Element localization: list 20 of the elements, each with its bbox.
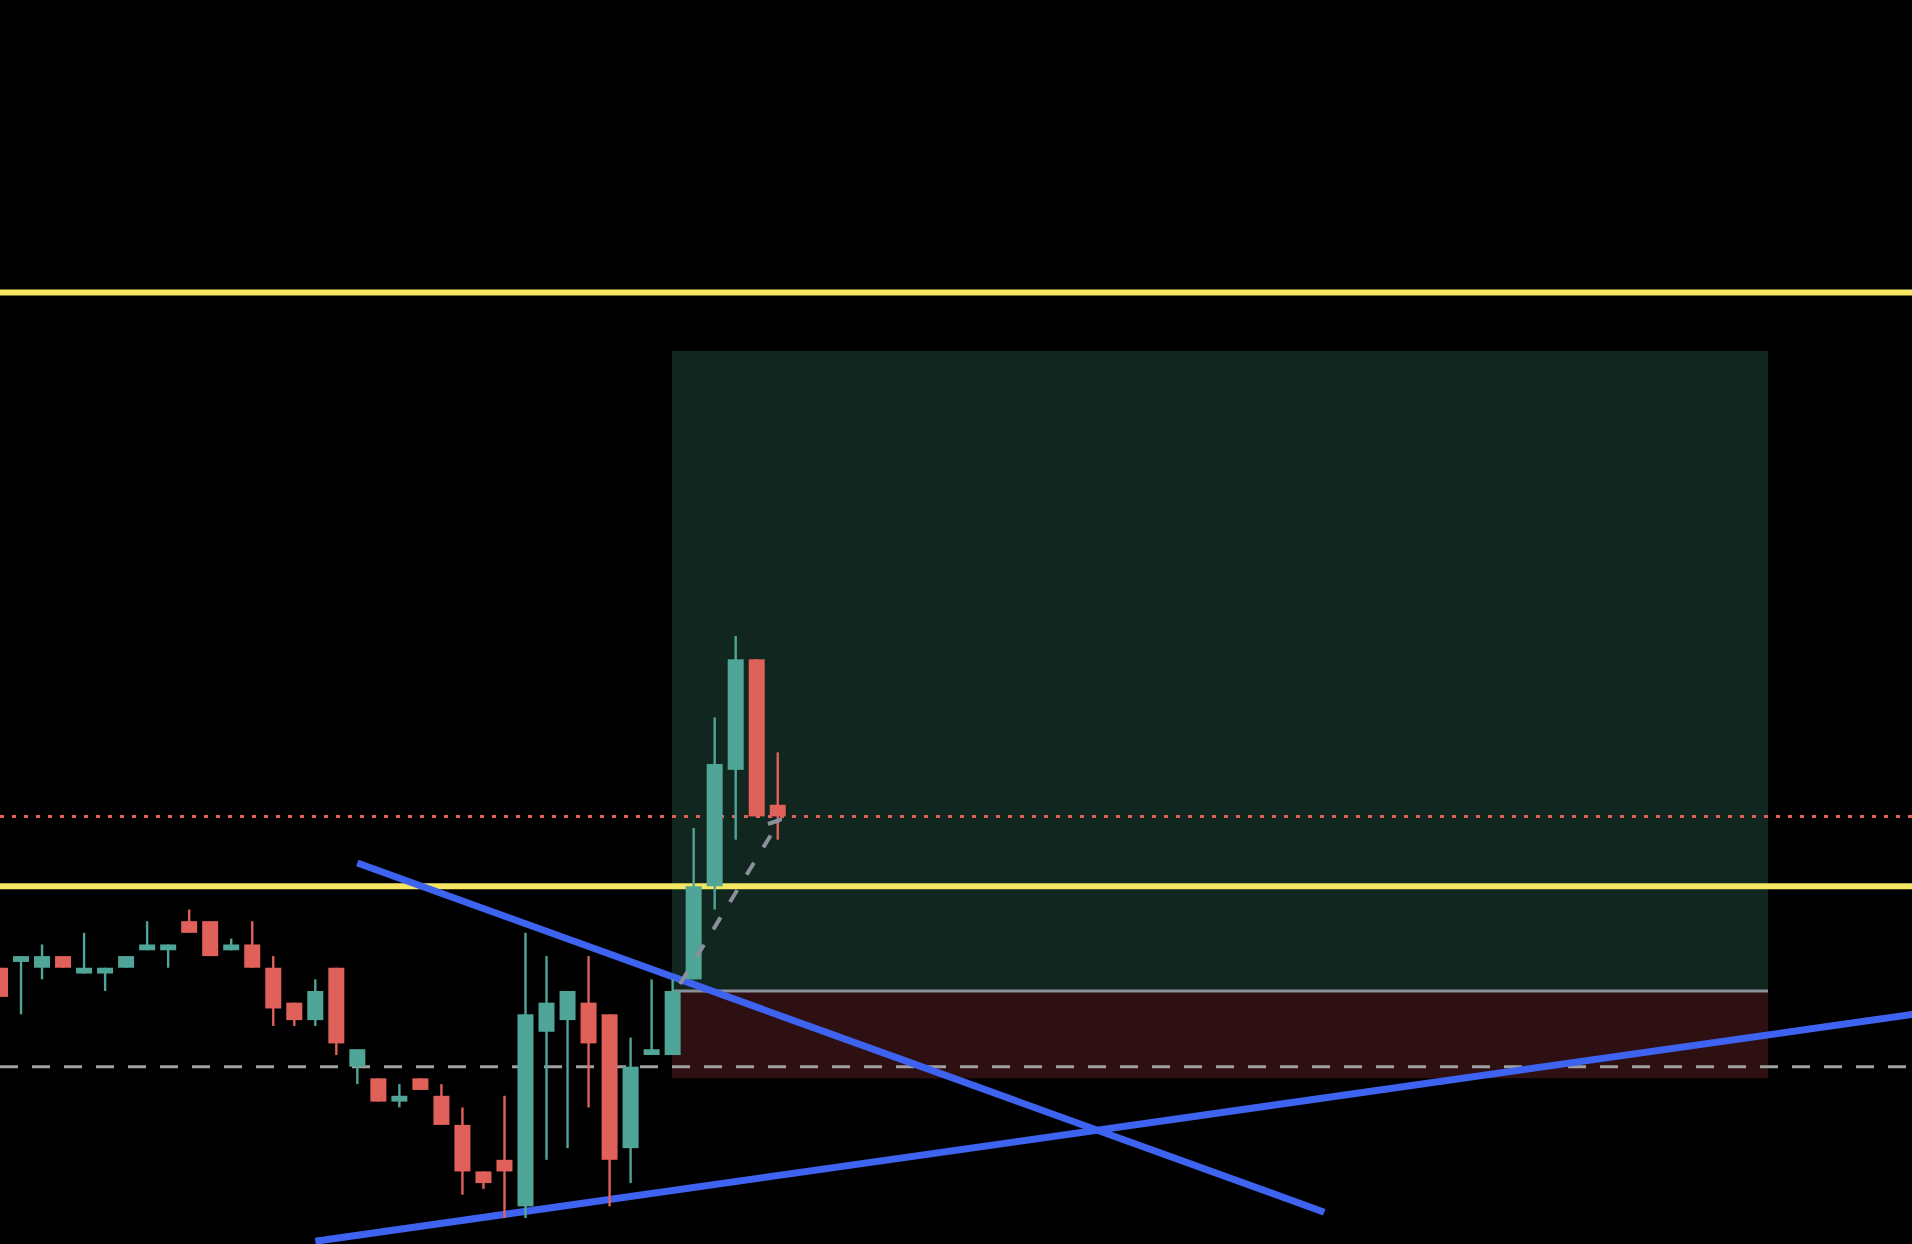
- candlestick: [580, 954, 597, 1109]
- candlestick: [202, 919, 219, 958]
- candlestick: [559, 989, 576, 1150]
- candlestick: [307, 978, 324, 1028]
- candlestick: [496, 1094, 513, 1220]
- candlestick: [34, 943, 51, 981]
- candlestick: [244, 919, 261, 969]
- candlestick: [454, 1106, 471, 1196]
- candlestick: [349, 1048, 366, 1086]
- candlestick: [391, 1082, 408, 1109]
- candlestick: [370, 1077, 387, 1103]
- candlestick: [139, 919, 156, 952]
- candlestick: [265, 954, 282, 1028]
- candlestick: [160, 943, 177, 969]
- candlestick: [643, 978, 660, 1057]
- candlestick: [433, 1082, 450, 1127]
- candlestick: [13, 954, 30, 1016]
- candlestick: [181, 908, 198, 935]
- candlestick: [538, 954, 555, 1161]
- candlestick: [76, 931, 93, 975]
